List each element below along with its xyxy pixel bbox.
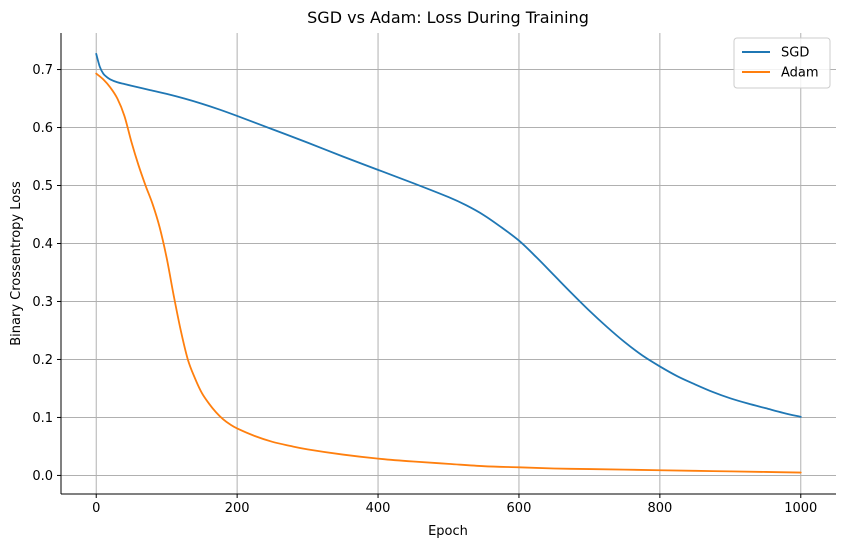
y-tick-label: 0.5 — [32, 179, 53, 194]
legend-box — [733, 37, 831, 89]
y-tick-label: 0.1 — [32, 411, 53, 426]
x-tick-label: 0 — [92, 501, 100, 516]
y-tick-label: 0.0 — [32, 469, 53, 484]
y-tick-label: 0.3 — [32, 295, 53, 310]
series-lines — [95, 52, 802, 474]
legend: SGD Adam — [733, 37, 831, 89]
series-line-sgd — [95, 52, 802, 418]
y-tick-label: 0.6 — [32, 121, 53, 136]
y-axis-label: Binary Crossentropy Loss — [9, 181, 24, 346]
x-tick-label: 800 — [647, 501, 672, 516]
x-axis-ticks: 0 200 400 600 800 1000 — [92, 494, 817, 516]
chart-title: SGD vs Adam: Loss During Training — [307, 8, 589, 27]
axes-spines — [60, 33, 836, 495]
y-tick-label: 0.2 — [32, 353, 53, 368]
y-tick-label: 0.7 — [32, 63, 53, 78]
x-tick-label: 400 — [366, 501, 391, 516]
x-tick-label: 200 — [225, 501, 250, 516]
x-axis-label: Epoch — [428, 524, 468, 539]
y-axis-ticks: 0.0 0.1 0.2 0.3 0.4 0.5 0.6 0.7 — [32, 63, 61, 484]
x-tick-label: 600 — [507, 501, 532, 516]
y-tick-label: 0.4 — [32, 237, 53, 252]
grid-lines — [61, 33, 836, 494]
legend-label-adam: Adam — [781, 66, 819, 81]
x-tick-label: 1000 — [784, 501, 817, 516]
series-line-adam — [95, 72, 802, 474]
legend-label-sgd: SGD — [781, 46, 809, 61]
